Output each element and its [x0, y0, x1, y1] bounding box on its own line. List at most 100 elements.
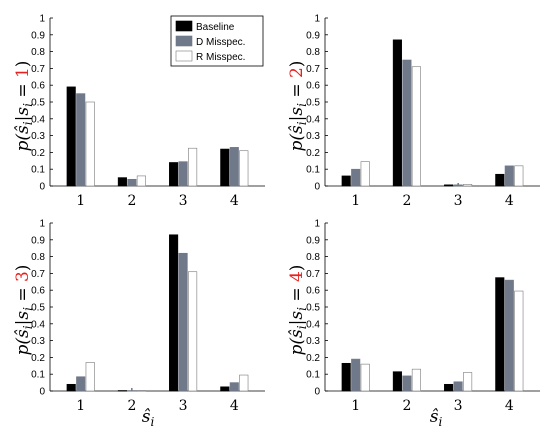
y-tick-label: 0.8	[306, 252, 320, 263]
bar-d-misspec	[127, 390, 137, 392]
bar-baseline	[495, 277, 505, 392]
y-tick-label: 0.5	[306, 98, 320, 109]
y-tick-label: 0.9	[306, 30, 320, 41]
bar-d-misspec	[178, 252, 188, 392]
bar-r-misspec	[411, 368, 421, 392]
x-tick-label: 2	[402, 398, 411, 414]
y-tick-label: 0.3	[31, 336, 45, 347]
y-axis-label: p(ŝi|si = 4)	[287, 265, 309, 356]
bar-d-misspec	[504, 279, 514, 392]
bar-baseline	[117, 390, 127, 392]
y-tick-label: 0.1	[306, 370, 320, 381]
bar-baseline	[220, 386, 230, 392]
bar-d-misspec	[76, 93, 86, 187]
bar-r-misspec	[360, 363, 370, 392]
y-tick-label: 0.1	[31, 165, 45, 176]
x-axis-label: ŝi	[430, 407, 443, 429]
bar-d-misspec	[229, 382, 239, 392]
x-tick-label: 4	[505, 398, 514, 414]
bar-r-misspec	[514, 165, 524, 187]
y-tick-label: 0.2	[31, 148, 45, 159]
bar-d-misspec	[453, 184, 463, 187]
bar-d-misspec	[229, 147, 239, 187]
y-tick-label: 0.6	[31, 286, 45, 297]
y-tick-label: 0.5	[31, 98, 45, 109]
bar-baseline	[117, 177, 127, 187]
y-tick-label: 0	[39, 387, 45, 398]
y-tick-label: 0.1	[31, 370, 45, 381]
y-tick-label: 0.1	[306, 165, 320, 176]
bar-r-misspec	[136, 175, 146, 187]
y-tick-label: 0.3	[31, 131, 45, 142]
y-tick-label: 0.8	[31, 252, 45, 263]
bar-d-misspec	[402, 59, 412, 187]
bar-r-misspec	[463, 184, 473, 187]
legend-swatch	[175, 35, 193, 47]
y-tick-label: 0.8	[31, 47, 45, 58]
y-tick-label: 0.9	[31, 30, 45, 41]
y-tick-label: 0.9	[31, 235, 45, 246]
bar-baseline	[444, 184, 454, 187]
bar-baseline	[341, 362, 351, 392]
legend-swatch	[175, 20, 193, 32]
bar-r-misspec	[360, 161, 370, 187]
x-tick-label: 4	[230, 398, 239, 414]
bar-r-misspec	[188, 147, 198, 187]
x-tick-label: 1	[351, 398, 360, 414]
y-tick-label: 1	[39, 14, 45, 25]
bar-r-misspec	[188, 271, 198, 392]
x-tick-label: 1	[76, 193, 85, 209]
bar-d-misspec	[76, 376, 86, 392]
y-tick-label: 0.6	[31, 81, 45, 92]
x-axis-label: ŝi	[142, 407, 155, 429]
bar-r-misspec	[239, 150, 249, 187]
y-tick-label: 1	[39, 219, 45, 230]
y-tick-label: 0	[314, 182, 320, 193]
y-tick-label: 0.5	[306, 303, 320, 314]
bar-baseline	[341, 175, 351, 187]
panel-top-right: p(ŝi|si = 2) 0 0.1 0.2 0.3 0.4 0.5 0.6 0.7 0.8 0.…	[287, 14, 540, 209]
x-tick-label: 3	[179, 398, 188, 414]
y-tick-label: 0.2	[306, 353, 320, 364]
bar-r-misspec	[411, 66, 421, 187]
y-tick-label: 0.7	[31, 64, 45, 75]
y-tick-label: 0.5	[31, 303, 45, 314]
bar-d-misspec	[351, 358, 361, 392]
y-tick-label: 1	[314, 14, 320, 25]
bar-baseline	[392, 371, 402, 392]
y-tick-label: 0.4	[31, 319, 45, 330]
y-tick-label: 0.7	[31, 269, 45, 280]
bar-baseline	[220, 148, 230, 187]
y-tick-label: 0.3	[306, 336, 320, 347]
y-axis-label: p(ŝi|si = 3)	[13, 265, 35, 356]
legend-entry: D Misspec.	[196, 37, 245, 48]
bar-baseline	[66, 86, 76, 187]
bar-d-misspec	[402, 375, 412, 392]
y-tick-label: 0	[314, 387, 320, 398]
bar-r-misspec	[239, 374, 249, 392]
y-tick-label: 0.8	[306, 47, 320, 58]
legend-entry: R Misspec.	[196, 52, 245, 63]
y-tick-label: 0.6	[306, 286, 320, 297]
bar-r-misspec	[85, 101, 95, 187]
panel-top-left: p(ŝi|si = 1) 0 0.1 0.2 0.3 0.4 0.5 0.6 0.7 0.8 0.…	[13, 14, 265, 209]
y-tick-label: 0.4	[306, 319, 320, 330]
y-tick-label: 0.7	[306, 64, 320, 75]
bar-baseline	[444, 383, 454, 392]
x-tick-label: 1	[76, 398, 85, 414]
x-tick-label: 2	[127, 193, 136, 209]
x-tick-label: 3	[454, 398, 463, 414]
legend-swatch	[175, 50, 193, 62]
bar-d-misspec	[453, 381, 463, 392]
bar-baseline	[169, 162, 179, 187]
y-tick-label: 0.4	[31, 114, 45, 125]
y-tick-label: 0.2	[31, 353, 45, 364]
bar-baseline	[495, 173, 505, 187]
y-tick-label: 1	[314, 219, 320, 230]
y-tick-label: 0	[39, 182, 45, 193]
panel-bottom-right: p(ŝi|si = 4) ŝi 0 0.1 0.2 0.3 0.4 0.5 0.6 0.7 0.…	[287, 219, 540, 429]
y-axis-label: p(ŝi|si = 2)	[287, 61, 309, 152]
x-tick-label: 4	[505, 193, 514, 209]
y-axis-label: p(ŝi|si = 1)	[13, 61, 35, 152]
